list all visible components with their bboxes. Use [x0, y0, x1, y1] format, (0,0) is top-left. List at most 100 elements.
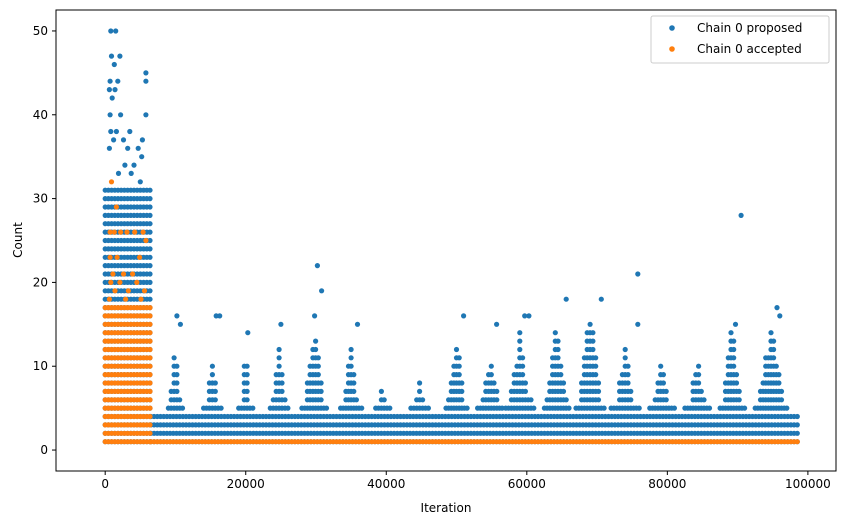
proposed-point [147, 212, 153, 218]
accepted-point [138, 296, 144, 302]
proposed-point [778, 388, 785, 394]
legend: Chain 0 proposed Chain 0 accepted [650, 15, 830, 64]
accepted-point [147, 422, 153, 428]
accepted-point [120, 271, 127, 277]
plot-frame [55, 9, 837, 472]
proposed-point [276, 363, 282, 369]
proposed-point [351, 372, 357, 378]
proposed-point [587, 321, 593, 327]
proposed-point [732, 321, 739, 327]
proposed-point [528, 397, 534, 403]
proposed-point [778, 397, 785, 403]
proposed-point [771, 346, 777, 353]
accepted-point [147, 372, 153, 378]
proposed-point [696, 372, 702, 378]
proposed-point [282, 397, 288, 403]
proposed-point [217, 313, 223, 319]
proposed-point [696, 363, 702, 369]
accepted-point [118, 229, 124, 235]
proposed-point [143, 70, 149, 76]
proposed-point [131, 162, 137, 168]
proposed-point [520, 372, 526, 378]
proposed-point [590, 338, 596, 344]
proposed-point [244, 380, 250, 386]
proposed-point [517, 330, 523, 336]
proposed-point [555, 346, 561, 353]
proposed-point [177, 397, 183, 403]
proposed-point [566, 405, 572, 411]
proposed-point [312, 313, 318, 319]
proposed-point [558, 363, 564, 369]
proposed-point [218, 405, 224, 411]
proposed-point [456, 363, 462, 369]
x-tick-label-2: 40000 [367, 477, 405, 491]
accepted-point [147, 346, 153, 353]
proposed-point [106, 145, 112, 151]
accepted-point [147, 338, 153, 344]
proposed-point [113, 28, 119, 34]
proposed-point [622, 346, 628, 353]
accepted-point [114, 254, 120, 260]
proposed-point [108, 128, 114, 135]
proposed-point [628, 388, 634, 394]
proposed-point [279, 380, 285, 386]
proposed-point [276, 355, 282, 361]
proposed-point [593, 372, 599, 378]
proposed-point [768, 330, 774, 336]
proposed-point [318, 380, 324, 386]
proposed-point [706, 405, 713, 411]
proposed-point [590, 330, 596, 336]
proposed-point [461, 313, 467, 319]
legend-label-accepted: Chain 0 accepted [697, 42, 802, 56]
proposed-point [387, 405, 393, 411]
proposed-point [517, 346, 523, 353]
proposed-point [731, 355, 737, 361]
accepted-point [124, 229, 130, 235]
proposed-point [111, 137, 117, 143]
proposed-point [658, 363, 664, 369]
proposed-point [701, 397, 707, 403]
proposed-point [108, 28, 114, 34]
proposed-point [731, 338, 737, 344]
y-tick-label-1: 10 [33, 359, 48, 373]
proposed-point [177, 321, 183, 327]
proposed-point [209, 372, 215, 378]
proposed-point [174, 363, 180, 369]
proposed-point [593, 363, 599, 369]
accepted-point [147, 330, 153, 336]
x-axis: 0 20000 40000 60000 80000 100000 [101, 471, 831, 491]
proposed-point [147, 196, 153, 202]
proposed-point [738, 212, 744, 218]
legend-label-proposed: Chain 0 proposed [697, 21, 802, 35]
proposed-point [598, 296, 604, 302]
proposed-point [348, 346, 354, 353]
accepted-point [147, 430, 153, 436]
proposed-point [731, 363, 737, 369]
proposed-point [111, 61, 117, 68]
proposed-point [147, 271, 153, 277]
proposed-point [120, 137, 127, 143]
proposed-point [209, 363, 215, 369]
proposed-point [128, 170, 134, 176]
proposed-point [171, 355, 177, 361]
proposed-point [522, 388, 529, 394]
proposed-point [279, 388, 285, 394]
proposed-point [736, 397, 742, 403]
accepted-point [112, 288, 118, 294]
proposed-point [212, 388, 218, 394]
x-tick-label-3: 60000 [508, 477, 546, 491]
accepted-point [113, 204, 119, 210]
accepted-point [106, 296, 112, 302]
proposed-point [279, 372, 285, 378]
proposed-point [147, 246, 153, 252]
y-tick-label-0: 0 [40, 443, 48, 457]
y-tick-label-5: 50 [33, 24, 48, 38]
proposed-point [313, 346, 319, 353]
proposed-point [628, 397, 634, 403]
proposed-point [794, 422, 800, 428]
proposed-point [245, 330, 251, 336]
proposed-point [494, 388, 500, 394]
proposed-point [520, 363, 526, 369]
proposed-point [278, 321, 284, 327]
